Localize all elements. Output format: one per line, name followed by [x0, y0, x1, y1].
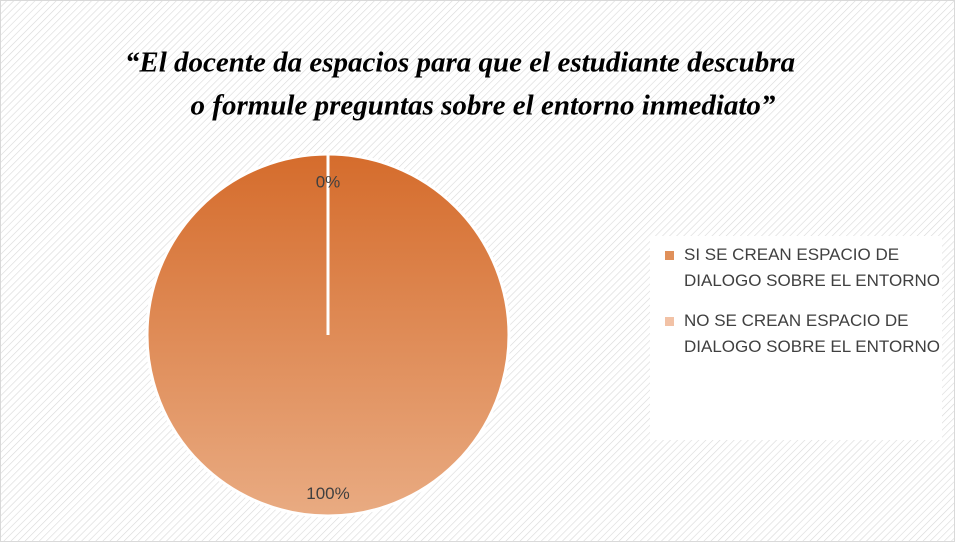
- legend: SI SE CREAN ESPACIO DE DIALOGO SOBRE EL …: [650, 236, 942, 440]
- legend-item: SI SE CREAN ESPACIO DE DIALOGO SOBRE EL …: [650, 242, 944, 294]
- data-label: 0%: [316, 172, 341, 191]
- legend-label: SI SE CREAN ESPACIO DE DIALOGO SOBRE EL …: [684, 245, 941, 290]
- legend-label: NO SE CREAN ESPACIO DE DIALOGO SOBRE EL …: [684, 311, 941, 356]
- chart-title: o formule preguntas sobre el entorno inm…: [191, 90, 776, 122]
- data-label: 100%: [306, 484, 349, 503]
- legend-item: NO SE CREAN ESPACIO DE DIALOGO SOBRE EL …: [650, 308, 944, 360]
- legend-swatch: [665, 251, 674, 260]
- legend-swatch: [665, 317, 674, 326]
- chart-title: “El docente da espacios para que el estu…: [125, 47, 795, 79]
